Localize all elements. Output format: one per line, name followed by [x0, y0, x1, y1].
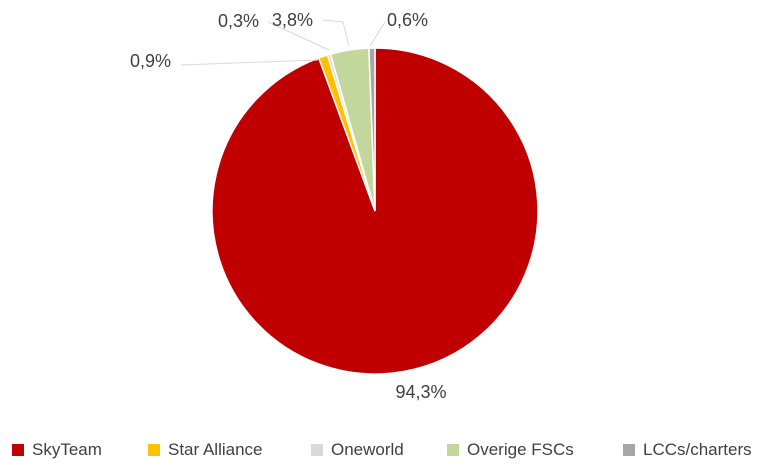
data-label-overige-fscs: 3,8%: [272, 10, 313, 30]
legend-label-star-alliance: Star Alliance: [168, 440, 263, 459]
legend-label-skyteam: SkyTeam: [32, 440, 102, 459]
data-label-lccs-charters: 0,6%: [387, 10, 428, 30]
legend-swatch-overige-fscs: [447, 444, 459, 456]
legend-swatch-star-alliance: [148, 444, 160, 456]
pie-slice-lccs-charters: [368, 47, 376, 212]
legend-item-oneworld: Oneworld: [311, 440, 404, 460]
leader-line-oneworld: [267, 21, 330, 51]
legend-item-lccs-charters: LCCs/charters: [623, 440, 752, 460]
legend-item-overige-fscs: Overige FSCs: [447, 440, 574, 460]
leader-line-star-alliance: [180, 59, 319, 66]
legend-label-oneworld: Oneworld: [331, 440, 404, 459]
leader-line-overige-fscs: [322, 19, 350, 47]
legend-label-lccs-charters: LCCs/charters: [643, 440, 752, 459]
legend-swatch-skyteam: [12, 444, 24, 456]
leader-line-lccs-charters: [369, 21, 386, 47]
legend-label-overige-fscs: Overige FSCs: [467, 440, 574, 459]
legend-swatch-lccs-charters: [623, 444, 635, 456]
legend-item-star-alliance: Star Alliance: [148, 440, 263, 460]
legend-item-skyteam: SkyTeam: [12, 440, 102, 460]
data-label-oneworld: 0,3%: [218, 11, 259, 31]
data-label-star-alliance: 0,9%: [130, 51, 171, 71]
chart-legend: SkyTeam Star Alliance Oneworld Overige F…: [0, 440, 771, 464]
pie-plot-area: 94,3% 0,9% 0,3% 3,8% 0,6%: [130, 10, 539, 402]
data-label-skyteam: 94,3%: [395, 382, 446, 402]
legend-swatch-oneworld: [311, 444, 323, 456]
